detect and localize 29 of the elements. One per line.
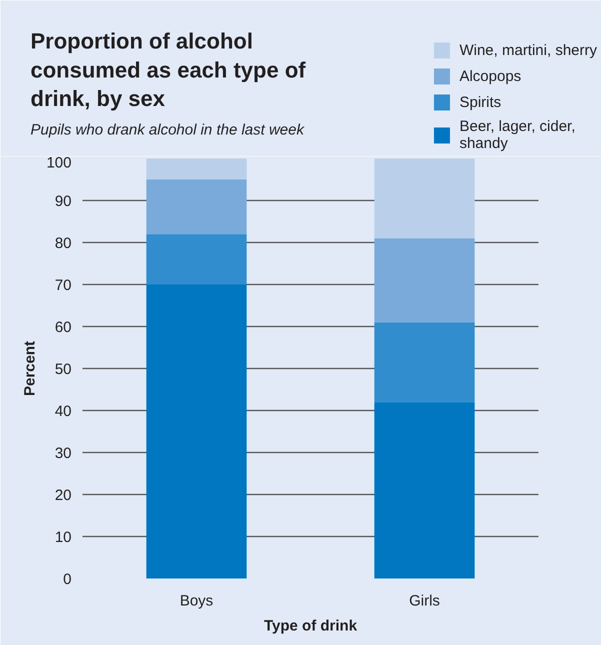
y-tick-label: 30 (54, 445, 72, 462)
y-tick-label: 70 (54, 277, 72, 294)
bar (374, 322, 475, 402)
y-tick-label: 60 (54, 319, 72, 336)
y-tick-label: 10 (54, 529, 72, 546)
bar (146, 158, 247, 180)
chart-title: Proportion of alcohol consumed as each type of drink, by sex (30, 28, 306, 111)
x-tick-label: Girls (409, 592, 440, 610)
bar (146, 234, 247, 284)
chart-subtitle: Pupils who drank alcohol in the last week (30, 122, 306, 138)
y-tick-label: 50 (54, 361, 72, 378)
y-tick-label: 90 (54, 193, 72, 210)
y-tick-label: 100 (46, 154, 72, 172)
bar (374, 402, 475, 578)
bar (146, 180, 247, 234)
y-tick-label: 0 (63, 571, 72, 588)
bar (374, 238, 475, 322)
y-tick-label: 20 (54, 487, 72, 504)
y-axis-title: Percent (21, 340, 38, 396)
legend-label: Wine, martini, sherry (459, 42, 597, 58)
y-tick-label: 80 (54, 235, 72, 252)
bar (146, 284, 247, 578)
legend-label: Spirits (459, 94, 502, 110)
bar (374, 158, 475, 238)
legend-label: Alcopops (459, 68, 522, 84)
x-tick-label: Boys (180, 592, 214, 610)
x-axis-title: Type of drink (264, 618, 358, 634)
y-tick-label: 40 (54, 403, 72, 420)
legend-label: Beer, lager, cider, shandy (459, 118, 576, 152)
